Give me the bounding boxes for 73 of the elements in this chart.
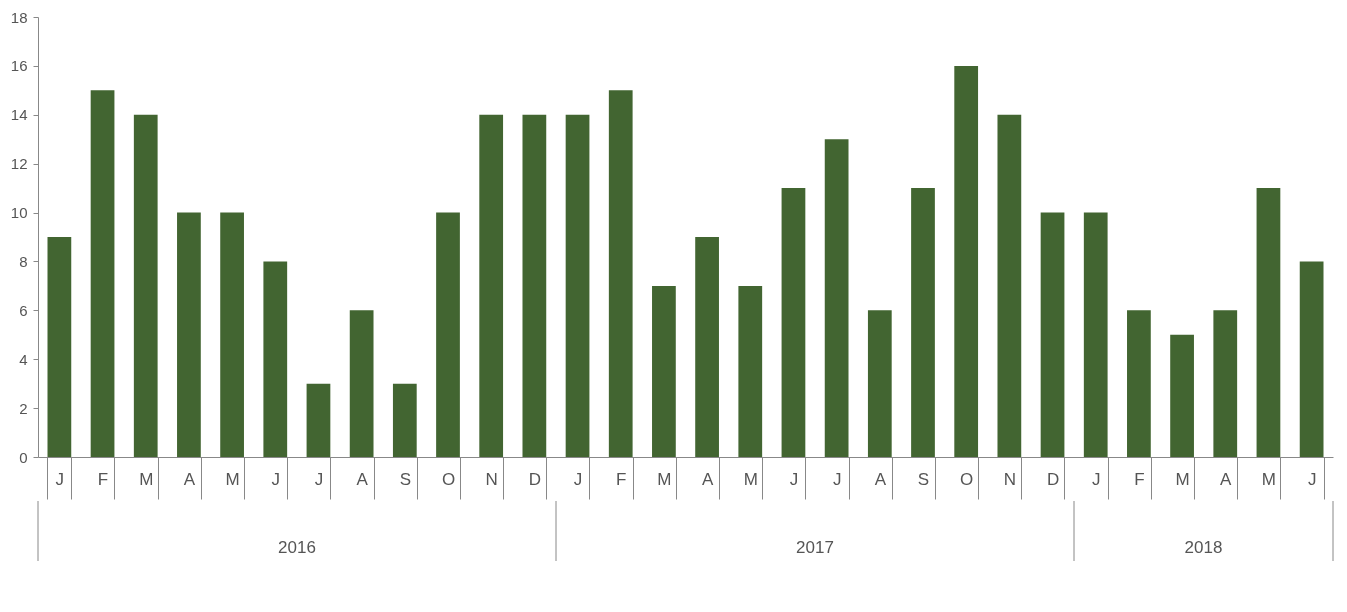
bar [522,114,547,457]
x-tick-label: D [528,469,542,489]
bar [997,114,1022,457]
bar [1170,334,1194,457]
y-tick-label: 6 [19,301,28,319]
bar [781,188,806,457]
x-tick-label: O [960,469,974,489]
x-tick-label: F [1134,469,1145,489]
bar [1083,212,1108,457]
x-tick-label: A [874,469,887,489]
bar [738,285,763,457]
bar [695,237,719,457]
bar [824,139,849,457]
x-tick-label: S [399,469,411,489]
x-tick-label: F [97,469,109,489]
bar [652,285,676,457]
bar [133,114,158,457]
y-tick-label: 2 [19,399,28,417]
y-tick-label: 4 [19,350,28,368]
bar [436,212,460,457]
x-tick-label: J [314,469,324,489]
bar [306,383,331,457]
bar [565,114,590,457]
x-tick-label: A [356,469,369,489]
bar [1213,310,1238,457]
text: 2017 [796,538,834,558]
x-tick-label: F [616,469,627,489]
bar [90,90,115,457]
y-tick-label: 16 [10,57,28,75]
bar [392,383,417,457]
bar [954,65,979,457]
x-tick-label: M [1175,469,1190,489]
x-tick-label: J [271,469,281,489]
bar [1127,310,1151,457]
x-tick-label: N [1003,469,1016,489]
x-tick-label: O [441,469,456,489]
x-tick-label: A [701,469,714,489]
bar [867,310,892,457]
y-tick-label: 12 [10,155,28,173]
y-tick-label: 14 [10,106,28,124]
x-tick-label: J [832,469,842,489]
x-tick-label: A [1220,469,1233,489]
bar [911,188,935,457]
bar [1299,261,1324,457]
x-tick-label: J [55,469,65,489]
y-tick-label: 10 [10,204,28,222]
y-tick-label: 0 [19,448,28,466]
bar [263,261,288,457]
x-tick-label: M [743,469,758,489]
bar [1256,188,1281,457]
x-tick-label: M [225,469,240,489]
y-tick-label: 8 [19,252,28,270]
bar [220,212,244,457]
text: 2018 [1184,538,1223,558]
bar [177,212,201,457]
y-tick-label: 18 [10,8,28,26]
x-tick-label: J [1091,469,1101,489]
x-tick-label: M [657,469,672,489]
bar [608,90,633,457]
bar [47,237,72,457]
bar [349,310,374,457]
bar [1040,212,1065,457]
x-tick-label: J [789,469,799,489]
x-tick-label: J [1307,469,1317,489]
x-tick-label: D [1046,469,1060,489]
text: 2016 [278,538,316,558]
x-tick-label: A [183,469,196,489]
x-tick-label: N [485,469,498,489]
x-tick-label: J [573,469,583,489]
x-tick-label: M [139,469,154,489]
bar [479,114,504,457]
x-tick-label: S [917,469,930,489]
x-tick-label: M [1261,469,1277,489]
